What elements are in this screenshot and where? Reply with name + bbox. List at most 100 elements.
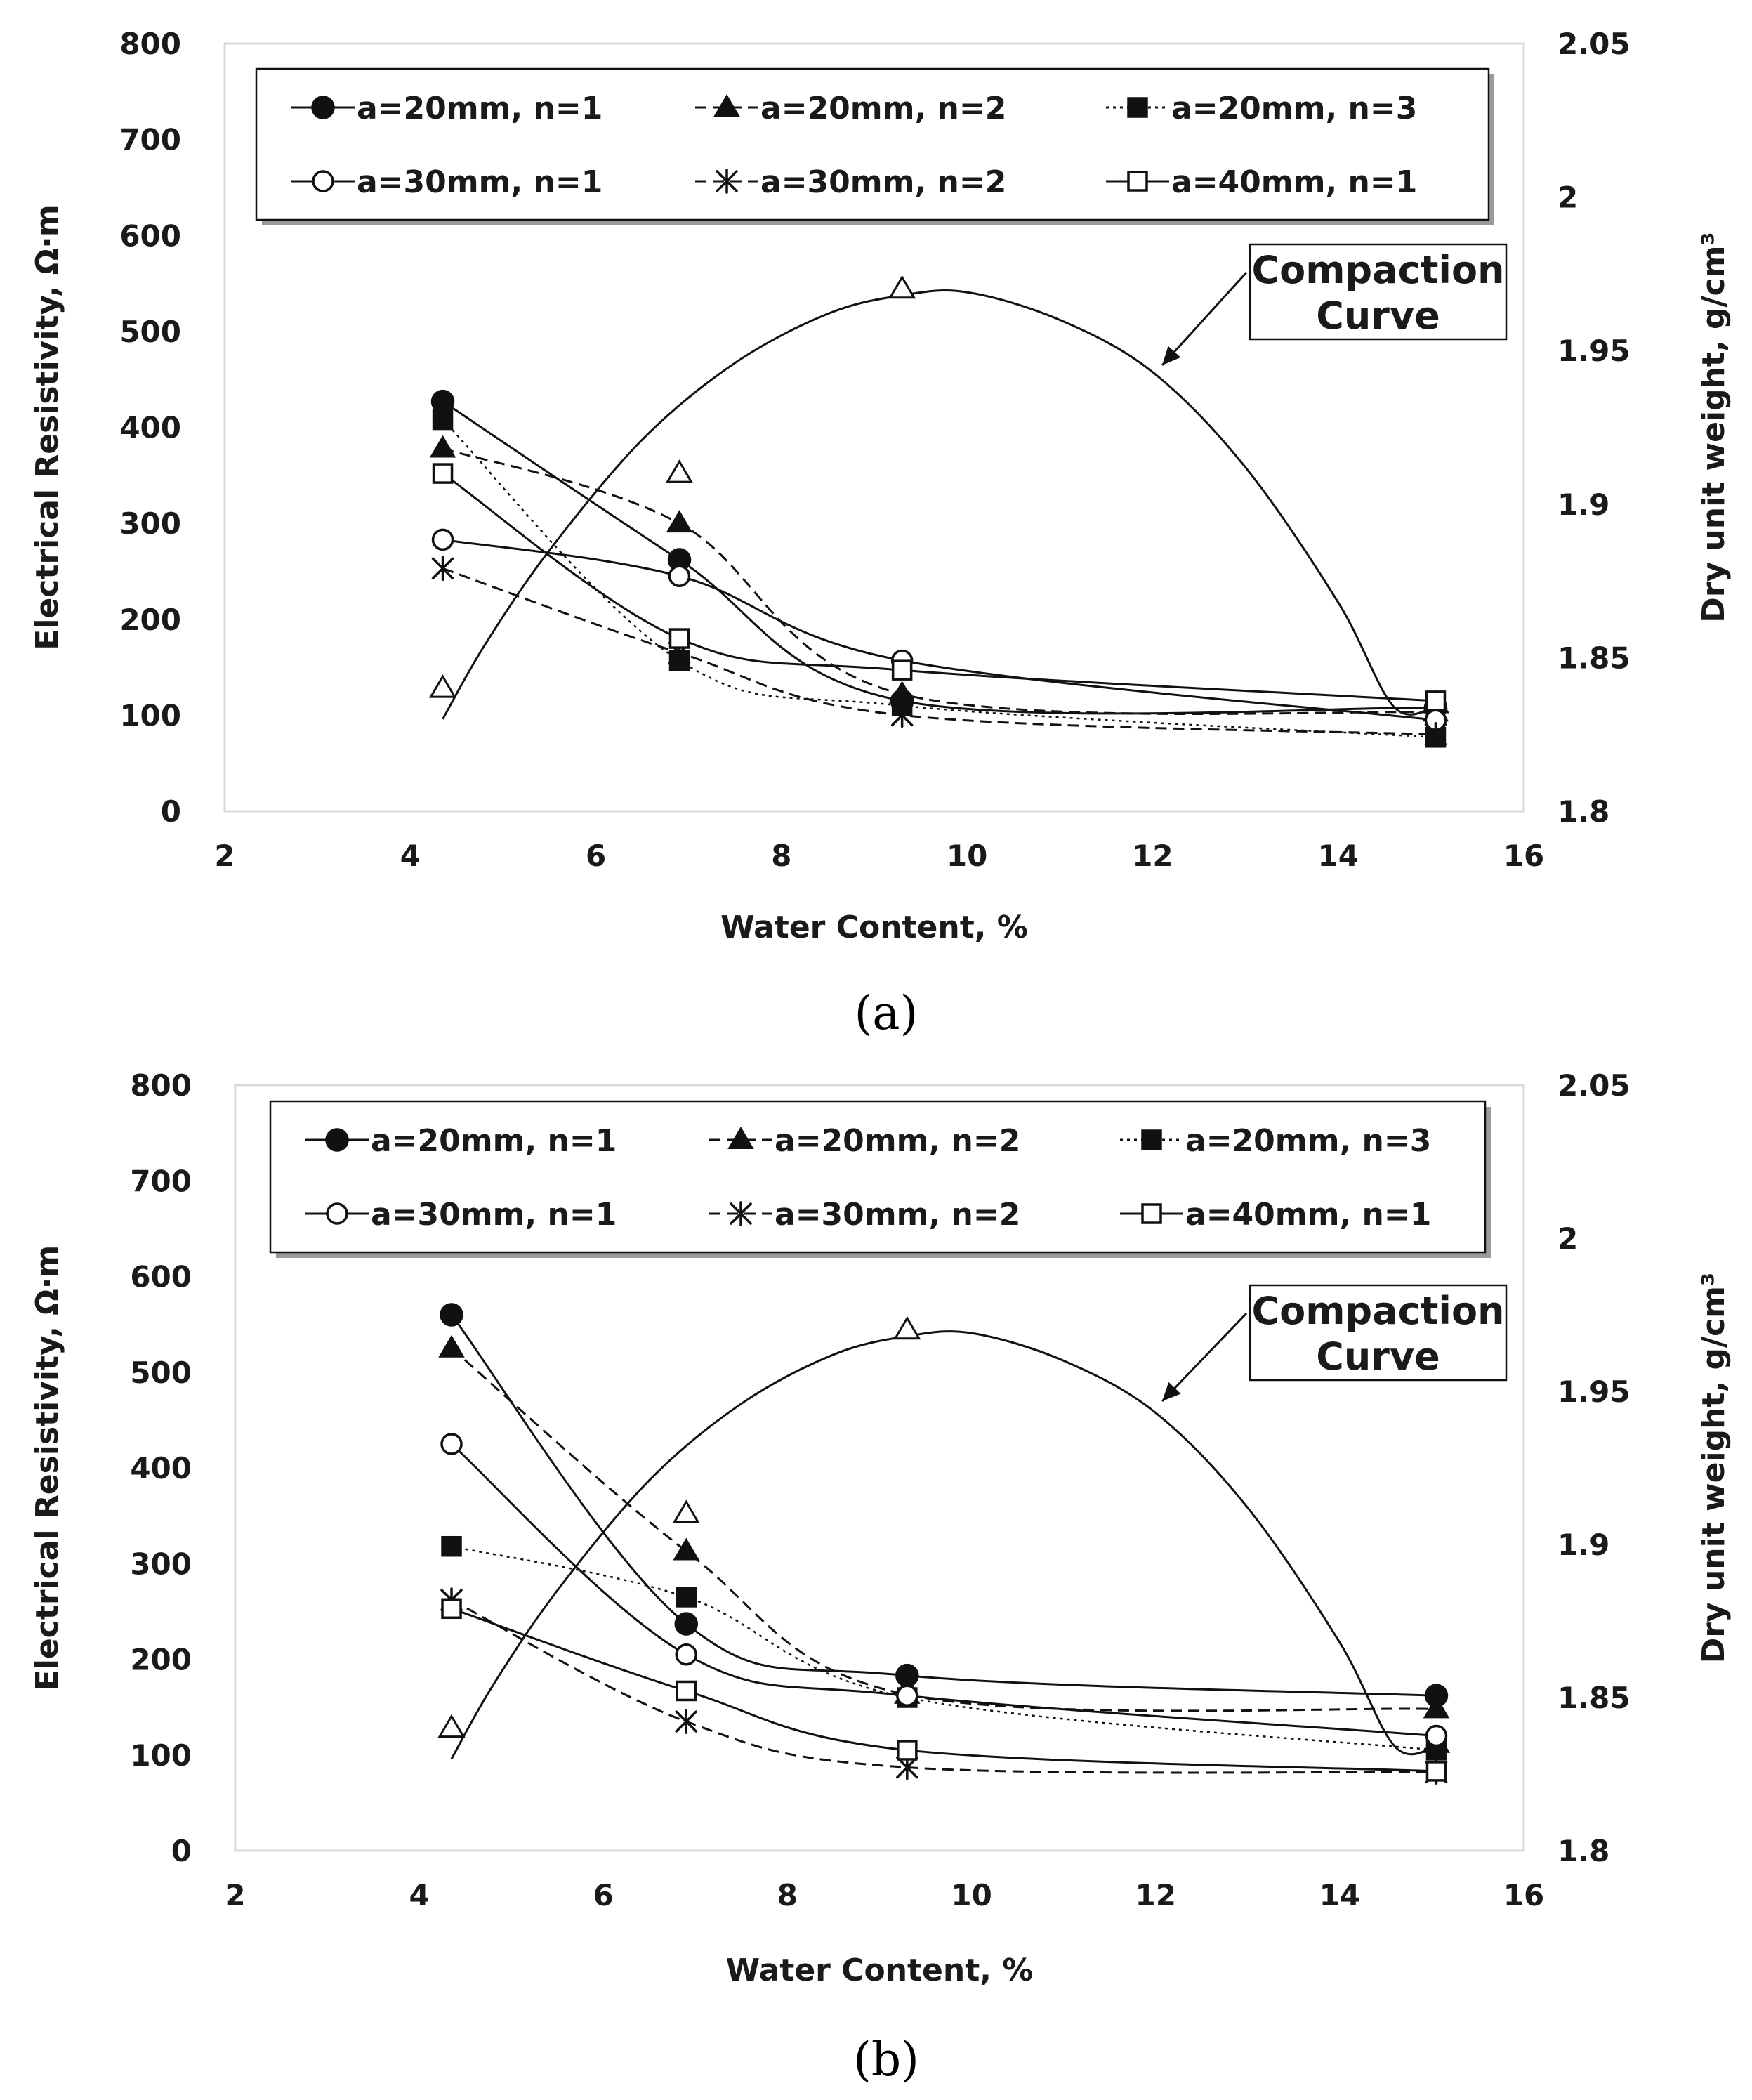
chart-panel-a: 2 4 6 8 10 12 14 16 0 100 200 300 400 500 600 700 800 1.8… (29, 27, 1732, 1040)
plot-area-frame (223, 42, 1525, 813)
series-5-point (1425, 690, 1447, 711)
series-3-point (668, 565, 691, 588)
compaction-curve-line (442, 289, 1436, 720)
y-tick-label: 300 (119, 506, 181, 541)
panel-label: (a) (855, 986, 918, 1040)
y-tick-label: 800 (130, 1068, 192, 1103)
series-4-point (431, 556, 454, 582)
series-5-point (432, 463, 454, 484)
legend-marker (326, 1202, 348, 1225)
series-2-point (432, 409, 454, 431)
legend-label: a=40mm, n=1 (1185, 1197, 1431, 1233)
x-tick-label: 4 (400, 839, 421, 873)
series-line-5 (451, 1607, 1437, 1773)
y-tick-label: 500 (130, 1356, 192, 1390)
x-axis-label: Water Content, % (726, 1953, 1034, 1988)
y2-tick-label: 1.8 (1557, 794, 1609, 829)
y2-tick-label: 1.95 (1557, 1374, 1631, 1409)
series-3-point (431, 528, 454, 551)
legend-label: a=20mm, n=1 (357, 91, 602, 126)
series-1-point (1423, 1695, 1450, 1719)
x-tick-label: 6 (593, 1878, 614, 1912)
y-tick-label: 300 (130, 1547, 192, 1581)
y-tick-label: 700 (130, 1164, 192, 1198)
x-tick-label: 6 (586, 839, 606, 873)
y2-tick-label: 2.05 (1557, 1068, 1631, 1103)
panel-label: (b) (853, 2033, 919, 2087)
legend-marker (1141, 1203, 1162, 1224)
y-tick-label: 500 (119, 315, 181, 349)
legend-label: a=20mm, n=1 (371, 1123, 617, 1159)
x-tick-label: 8 (771, 839, 791, 873)
annotation-text: Compaction (1252, 248, 1505, 292)
series-line-4 (451, 1599, 1437, 1774)
legend-marker (713, 94, 740, 117)
y2-tick-label: 1.85 (1557, 641, 1631, 675)
series-5-point (668, 628, 690, 649)
legend-marker (311, 96, 335, 119)
legend-label: a=30mm, n=2 (760, 164, 1006, 200)
series-line-2 (442, 419, 1436, 739)
series-5-point (676, 1680, 697, 1702)
compaction-point (428, 674, 457, 698)
y-axis-label: Electrical Resistivity, Ω·m (29, 204, 65, 650)
annotation-text: Compaction (1252, 1289, 1505, 1333)
x-tick-label: 2 (225, 1878, 245, 1912)
x-tick-label: 16 (1503, 839, 1544, 873)
x-tick-label: 4 (409, 1878, 430, 1912)
y-tick-label: 600 (130, 1260, 192, 1294)
compaction-curve-line (450, 1330, 1437, 1759)
series-2-point (441, 1535, 462, 1557)
y2-axis-label: Dry unit weight, g/cm³ (1696, 1273, 1732, 1664)
compaction-point (888, 275, 916, 299)
legend-label: a=20mm, n=3 (1185, 1123, 1431, 1159)
x-tick-label: 10 (951, 1878, 992, 1912)
series-0-point (430, 389, 455, 414)
annotation-arrow (1161, 1312, 1248, 1403)
y2-tick-label: 1.9 (1557, 487, 1609, 522)
chart-panel-b: 2 4 6 8 10 12 14 16 0 100 200 300 400 500 600 700 800 1.8… (29, 1068, 1732, 2087)
y-tick-label: 400 (130, 1451, 192, 1485)
x-tick-label: 2 (214, 839, 235, 873)
y2-axis-label: Dry unit weight, g/cm³ (1696, 232, 1732, 623)
annotation-box (1249, 1284, 1508, 1382)
series-0-point (440, 1303, 463, 1327)
series-3-point (675, 1643, 697, 1666)
legend-label: a=30mm, n=1 (357, 164, 602, 200)
series-line-4 (442, 567, 1436, 736)
legend-marker (1127, 171, 1148, 192)
annotation-text: Curve (1316, 294, 1440, 338)
legend-marker (312, 170, 334, 192)
annotation-box (1249, 243, 1508, 341)
series-3-point (896, 1684, 918, 1707)
series-1-point (673, 1537, 699, 1561)
y-tick-label: 700 (119, 123, 181, 157)
series-4-point (1424, 721, 1447, 747)
series-line-2 (451, 1545, 1437, 1752)
series-5-point (897, 1740, 918, 1761)
y2-tick-label: 1.9 (1557, 1528, 1609, 1562)
y-tick-label: 200 (130, 1643, 192, 1677)
compaction-point (665, 459, 694, 483)
legend-label: a=40mm, n=1 (1171, 164, 1417, 200)
series-2-point (676, 1587, 697, 1608)
series-1-point (429, 435, 456, 458)
series-line-0 (450, 1314, 1437, 1697)
legend-marker (1141, 1129, 1162, 1150)
x-tick-label: 10 (947, 839, 987, 873)
y-tick-label: 200 (119, 603, 181, 637)
legend-label: a=30mm, n=1 (371, 1197, 617, 1233)
plot-area-frame (234, 1084, 1525, 1852)
y-tick-label: 0 (161, 794, 181, 829)
series-3-point (1425, 1724, 1448, 1747)
series-1-point (438, 1334, 465, 1358)
series-4-point (890, 702, 914, 728)
annotation-arrowhead (1162, 346, 1181, 365)
series-5-point (891, 659, 913, 681)
x-tick-label: 12 (1132, 839, 1173, 873)
series-4-point (675, 1709, 697, 1734)
annotation-arrow (1161, 271, 1248, 367)
y-tick-label: 0 (171, 1834, 192, 1868)
series-line-3 (451, 1443, 1437, 1737)
